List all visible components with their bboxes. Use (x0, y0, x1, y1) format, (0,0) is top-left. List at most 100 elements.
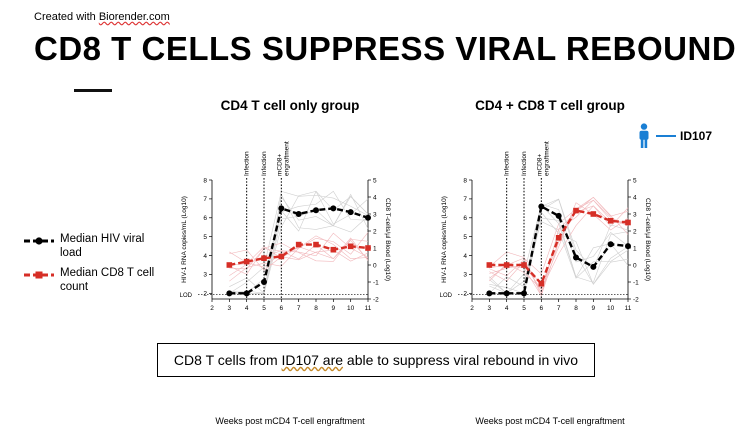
chart-title: CD4 + CD8 T cell group (475, 98, 625, 113)
data-point-cd8 (243, 258, 250, 265)
annotation-label-line: mCD8+ (276, 154, 283, 176)
chart-cd4-only: CD4 T cell only group LOD 2 3 4 5 6 7 8 9 10 11 2 3 4… (180, 98, 391, 428)
x-tick-label: 4 (245, 305, 249, 312)
annotation-label-line: engraftment (283, 141, 290, 176)
conclusion-highlight: ID107 are (281, 352, 344, 368)
legend-label-hiv: Median HIV viral load (60, 233, 145, 259)
x-tick-label: 9 (332, 305, 336, 312)
y-right-tick-label: 5 (373, 177, 377, 184)
y-left-tick-label: 6 (203, 215, 207, 222)
data-point-cd8 (295, 241, 302, 248)
x-tick-label: 6 (280, 305, 284, 312)
data-point-cd8 (625, 219, 631, 226)
chart-legend: Median HIV viral load Median CD8 T cell … (22, 232, 160, 300)
x-tick-label: 10 (347, 305, 355, 312)
data-point-cd8 (555, 235, 562, 241)
conclusion-part: CD8 T cells from (173, 352, 282, 368)
y-right-tick-label: 3 (373, 211, 377, 218)
data-point-hiv (330, 205, 337, 212)
y-axis-right-title: CD8 T-cells/µl Blood (Log10) (384, 198, 391, 281)
data-point-hiv (365, 214, 371, 221)
trajectory-cd8 (229, 249, 369, 271)
y-left-tick-label: 3 (463, 272, 467, 279)
credit-prefix: Created with (34, 11, 99, 23)
y-left-tick-label: 4 (203, 253, 207, 260)
data-point-hiv (347, 209, 354, 216)
trajectory-cd8 (489, 196, 629, 297)
x-tick-label: 5 (522, 305, 526, 312)
y-right-tick-label: 0 (633, 262, 637, 269)
trajectory-cd8 (489, 205, 629, 291)
annotation-label: mCD8+engraftment (536, 141, 550, 176)
trajectory-hiv (489, 198, 629, 294)
chart-cd4-cd8: CD4 + CD8 T cell group LOD 2 3 4 5 6 7 8 9 10 11 2 3… (440, 98, 651, 428)
data-point-hiv (243, 290, 250, 297)
legend-label-cd8: Median CD8 T cell count (60, 267, 155, 293)
title-divider (74, 89, 112, 92)
data-point-hiv (573, 254, 579, 261)
y-right-tick-label: 4 (633, 194, 637, 201)
legend-swatch-cd8 (24, 271, 54, 279)
data-point-hiv (486, 290, 493, 297)
y-right-tick-label: 1 (373, 245, 377, 252)
data-point-hiv (278, 205, 285, 212)
data-point-hiv (295, 211, 302, 217)
x-tick-label: 8 (574, 305, 578, 312)
x-tick-label: 11 (625, 305, 632, 312)
x-tick-label: 7 (297, 305, 301, 312)
data-point-hiv (590, 263, 597, 270)
trajectory-hiv (229, 190, 369, 294)
y-left-tick-label: 3 (203, 272, 207, 279)
x-tick-label: 9 (592, 305, 596, 312)
y-left-tick-label: 5 (463, 234, 467, 241)
trajectory-hiv (489, 221, 629, 294)
data-point-cd8 (365, 245, 371, 251)
y-right-tick-label: -2 (373, 296, 379, 303)
data-point-cd8 (521, 262, 527, 268)
x-tick-label: 4 (505, 305, 509, 312)
x-tick-label: 2 (470, 305, 474, 312)
y-left-tick-label: 7 (203, 196, 207, 203)
legend-item-hiv: Median HIV viral load (22, 232, 160, 260)
annotation-label: Infection (521, 151, 528, 176)
legend-item-cd8: Median CD8 T cell count (22, 266, 160, 294)
annotation-label-line: engraftment (543, 141, 550, 176)
y-right-tick-label: 4 (373, 194, 377, 201)
x-tick-label: 7 (557, 305, 561, 312)
data-point-hiv (261, 279, 267, 285)
y-left-tick-label: 8 (203, 177, 207, 184)
trajectory-cd8 (229, 232, 369, 282)
y-right-tick-label: 2 (633, 228, 637, 235)
y-right-tick-label: 0 (373, 262, 377, 269)
data-point-cd8 (538, 280, 545, 287)
data-point-hiv (503, 290, 510, 297)
y-left-tick-label: 4 (463, 253, 467, 260)
y-axis-right-title: CD8 T-cells/µl Blood (Log10) (644, 198, 651, 281)
individual-trajectories (489, 196, 629, 297)
trajectory-cd8 (489, 199, 629, 294)
y-left-tick-label: 8 (463, 177, 467, 184)
annotation-label: Infection (261, 151, 268, 176)
y-left-tick-label: 7 (463, 196, 467, 203)
conclusion-box: CD8 T cells from ID107 are able to suppr… (157, 343, 595, 377)
credit-brand: Biorender.com (98, 11, 170, 23)
data-point-cd8 (486, 262, 493, 268)
x-tick-label: 10 (607, 305, 615, 312)
lod-label: LOD (440, 293, 453, 299)
y-right-tick-label: 1 (633, 245, 637, 252)
data-point-cd8 (278, 253, 285, 260)
id-key-label: ID107 (680, 129, 713, 143)
chart-xlabel: Weeks post mCD4 T-cell engraftment (475, 416, 625, 426)
data-point-hiv (521, 290, 527, 297)
y-axis-left-title: HIV-1 RNA copies/mL (Log10) (441, 196, 448, 283)
chart-plot: LOD 2 3 4 5 6 7 8 9 10 11 2 3 4 5 6 7 8 -2 -1 0 1 2 3 4 5 HIV-1 RN… (180, 141, 391, 312)
data-point-cd8 (330, 246, 337, 253)
trajectory-cd8 (489, 202, 629, 290)
credit-text: Created with Biorender.com (34, 11, 170, 23)
data-point-cd8 (590, 211, 597, 217)
id-key-line (656, 135, 676, 137)
annotation-label-line: mCD8+ (536, 154, 543, 176)
y-left-tick-label: 2 (463, 291, 467, 298)
data-point-hiv (226, 290, 233, 297)
id-key: ID107 (638, 123, 712, 149)
